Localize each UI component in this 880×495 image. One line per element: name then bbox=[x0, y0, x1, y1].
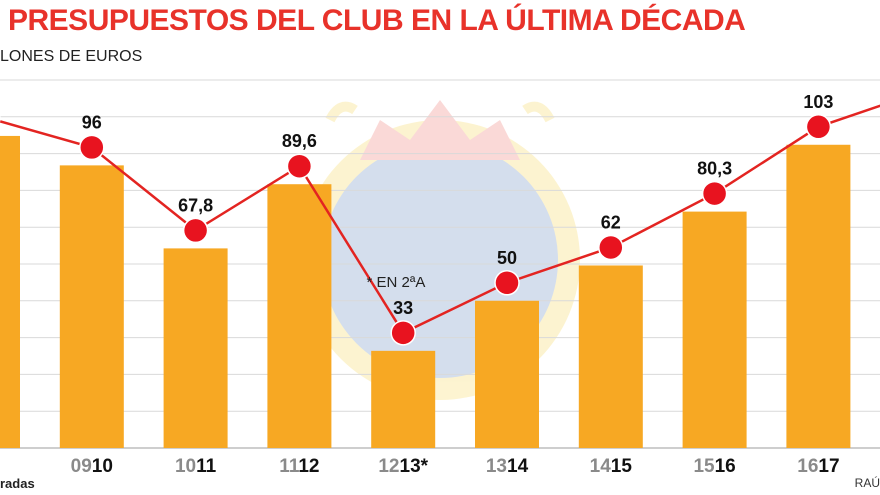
bar bbox=[0, 135, 20, 448]
marker bbox=[79, 134, 105, 161]
data-labels: 96 67,8 89,6 33 50 62 80,3 103 bbox=[82, 92, 834, 318]
tick-label: 1213* bbox=[378, 456, 428, 477]
bar bbox=[682, 211, 747, 448]
data-label: 33 bbox=[393, 298, 413, 318]
bar bbox=[163, 248, 228, 448]
data-label: 96 bbox=[82, 112, 102, 132]
trend-line bbox=[0, 104, 880, 335]
data-label: 67,8 bbox=[178, 195, 213, 215]
marker bbox=[182, 217, 209, 244]
markers bbox=[0, 113, 832, 346]
unit-label: LONES DE EUROS bbox=[0, 48, 143, 65]
marker bbox=[286, 153, 313, 179]
tick-label: 1314 bbox=[486, 456, 529, 477]
chart-title: PRESUPUESTOS DEL CLUB EN LA ÚLTIMA DÉCAD… bbox=[8, 4, 746, 37]
author-credit: RAÚ bbox=[854, 476, 880, 490]
tick-label: 1617 bbox=[797, 456, 839, 477]
data-label: 103 bbox=[803, 92, 833, 112]
marker bbox=[494, 270, 520, 296]
data-label: 62 bbox=[601, 212, 621, 232]
bar bbox=[267, 184, 332, 449]
marker bbox=[805, 114, 832, 140]
data-label: 50 bbox=[497, 248, 517, 268]
tick-label: 1011 bbox=[175, 456, 217, 477]
data-label: 89,6 bbox=[282, 131, 317, 151]
tick-label: 0910 bbox=[71, 456, 113, 477]
tick-label: 1112 bbox=[279, 456, 319, 477]
tick-label: 1415 bbox=[590, 456, 633, 477]
second-division-note: * EN 2ªA bbox=[367, 274, 426, 291]
marker bbox=[598, 234, 624, 261]
trend-line-path bbox=[0, 104, 880, 335]
bar bbox=[475, 300, 539, 448]
marker bbox=[701, 180, 728, 207]
bar bbox=[578, 265, 643, 448]
marker bbox=[390, 320, 416, 346]
source-left: radas bbox=[0, 476, 35, 491]
bar bbox=[786, 144, 851, 448]
bar bbox=[371, 350, 436, 448]
bar bbox=[59, 165, 124, 448]
bars bbox=[0, 135, 851, 449]
tick-label: 1516 bbox=[693, 456, 735, 477]
data-label: 80,3 bbox=[697, 159, 732, 179]
x-tick-labels: 00910101111121213*13141415151616171 bbox=[71, 456, 840, 477]
